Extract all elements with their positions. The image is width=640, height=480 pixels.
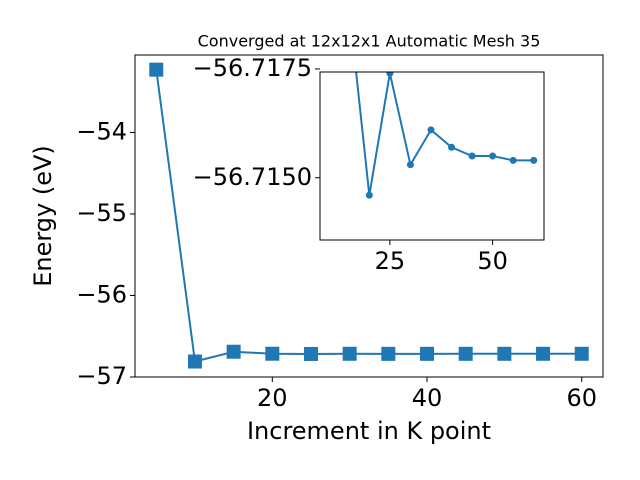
y-tick-label: −57 (76, 362, 127, 390)
y-tick-label: −56.7175 (193, 54, 312, 82)
data-point (468, 152, 476, 160)
data-point (497, 346, 512, 361)
data-point (458, 346, 473, 361)
y-tick-label: −55 (76, 199, 127, 227)
axes-frame (134, 54, 604, 378)
plot-area (320, 72, 544, 240)
data-point (420, 346, 435, 361)
y-axis-label: Energy (eV) (29, 145, 57, 287)
data-point (265, 346, 280, 361)
axes-frame (319, 71, 545, 241)
data-point (386, 72, 394, 77)
data-point (226, 344, 241, 359)
data-point (509, 156, 517, 164)
x-tick-label: 60 (566, 384, 597, 412)
chart-title: Converged at 12x12x1 Automatic Mesh 35 (198, 32, 541, 51)
data-point (536, 346, 551, 361)
x-tick-label: 50 (477, 247, 508, 275)
y-tick-label: −56 (76, 280, 127, 308)
x-axis-label: Increment in K point (247, 417, 491, 445)
data-point (381, 346, 396, 361)
data-point (489, 152, 497, 160)
data-point (345, 0, 352, 7)
data-point (406, 161, 414, 169)
data-point (530, 156, 538, 164)
data-point (448, 143, 456, 151)
data-point (303, 346, 318, 361)
y-tick-label: −56.7150 (193, 163, 312, 191)
data-point (342, 346, 357, 361)
x-tick-label: 20 (257, 384, 288, 412)
data-point (574, 346, 589, 361)
x-tick-label: 40 (412, 384, 443, 412)
data-point (149, 62, 164, 77)
data-point (365, 191, 373, 199)
data-point (427, 126, 435, 134)
y-tick-label: −54 (76, 117, 127, 145)
data-point (187, 354, 202, 369)
x-tick-label: 25 (375, 247, 406, 275)
data-line (355, 72, 534, 196)
